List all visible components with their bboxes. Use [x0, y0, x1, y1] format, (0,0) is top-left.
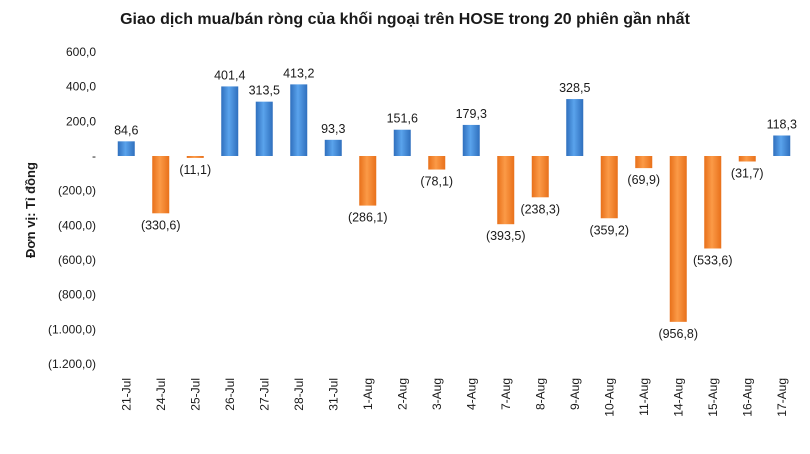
bar-27-Jul [255, 101, 273, 156]
y-axis-label: Đơn vị: Tỉ đồng [23, 162, 38, 258]
data-label: 328,5 [559, 81, 590, 95]
y-tick-label: 200,0 [66, 114, 96, 128]
bar-8-Aug [531, 156, 549, 198]
data-label: (238,3) [520, 202, 560, 216]
bar-31-Jul [324, 139, 342, 156]
bar-7-Aug [497, 156, 515, 225]
bar-9-Aug [566, 99, 584, 156]
x-tick-label: 11-Aug [637, 378, 651, 416]
y-tick-label: - [92, 149, 96, 163]
x-tick-label: 7-Aug [499, 378, 513, 410]
data-label: (286,1) [348, 211, 388, 225]
data-label: (359,2) [589, 223, 629, 237]
bar-21-Jul [117, 141, 135, 156]
x-tick-label: 4-Aug [464, 378, 478, 410]
x-tick-label: 31-Jul [326, 378, 340, 411]
x-tick-label: 27-Jul [257, 378, 271, 411]
data-label: 179,3 [456, 107, 487, 121]
x-tick-label: 25-Jul [188, 378, 202, 411]
x-axis-ticks: 21-Jul 24-Jul 25-Jul 26-Jul 27-Jul 28-Jul 31-J… [119, 378, 789, 417]
bar-14-Aug [669, 156, 687, 322]
data-label: (11,1) [179, 163, 211, 177]
x-tick-label: 15-Aug [706, 378, 720, 417]
data-label: (533,6) [693, 253, 733, 267]
data-label: 413,2 [283, 66, 314, 80]
bar-4-Aug [462, 124, 480, 156]
y-tick-label: (400,0) [58, 218, 96, 232]
x-tick-label: 3-Aug [430, 378, 444, 410]
x-tick-label: 8-Aug [533, 378, 547, 410]
data-label: 84,6 [114, 123, 138, 137]
y-tick-label: 600,0 [66, 45, 96, 59]
data-label: (69,9) [627, 173, 660, 187]
x-tick-label: 9-Aug [568, 378, 582, 410]
bar-26-Jul [221, 86, 239, 156]
bar-3-Aug [428, 156, 446, 170]
bar-24-Jul [152, 156, 170, 214]
x-tick-label: 14-Aug [671, 378, 685, 417]
x-tick-label: 10-Aug [602, 378, 616, 417]
y-tick-label: 400,0 [66, 80, 96, 94]
data-label: (393,5) [486, 229, 526, 243]
x-tick-label: 24-Jul [154, 378, 168, 411]
y-tick-label: (600,0) [58, 253, 96, 267]
bar-25-Jul [186, 156, 204, 158]
bar-28-Jul [290, 84, 308, 156]
x-tick-label: 16-Aug [740, 378, 754, 417]
bar-10-Aug [600, 156, 618, 219]
data-label: 93,3 [321, 122, 345, 136]
y-tick-label: (1.200,0) [48, 357, 96, 371]
y-tick-label: (200,0) [58, 184, 96, 198]
bars [117, 84, 791, 322]
x-tick-label: 26-Jul [223, 378, 237, 411]
y-tick-label: (800,0) [58, 288, 96, 302]
bar-11-Aug [635, 156, 653, 169]
x-tick-label: 2-Aug [395, 378, 409, 410]
data-label: 118,3 [767, 117, 797, 131]
bar-1-Aug [359, 156, 377, 206]
x-tick-label: 28-Jul [292, 378, 306, 411]
x-tick-label: 17-Aug [775, 378, 789, 417]
bar-15-Aug [704, 156, 722, 249]
data-label: (78,1) [420, 175, 453, 189]
data-label: (956,8) [658, 327, 698, 341]
bar-17-Aug [773, 135, 791, 156]
y-tick-label: (1.000,0) [48, 322, 96, 336]
x-tick-label: 21-Jul [119, 378, 133, 411]
data-label: 313,5 [249, 84, 280, 98]
bar-16-Aug [738, 156, 756, 162]
y-axis-ticks: 600,0 400,0 200,0 - (200,0) (400,0) (600,0) (80… [48, 45, 96, 371]
data-label: (31,7) [731, 166, 764, 180]
chart-title: Giao dịch mua/bán ròng của khối ngoại tr… [120, 11, 690, 28]
bar-2-Aug [393, 129, 411, 156]
data-label: 151,6 [387, 112, 418, 126]
data-label: (330,6) [141, 218, 181, 232]
x-tick-label: 1-Aug [361, 378, 375, 410]
data-label: 401,4 [214, 68, 245, 82]
